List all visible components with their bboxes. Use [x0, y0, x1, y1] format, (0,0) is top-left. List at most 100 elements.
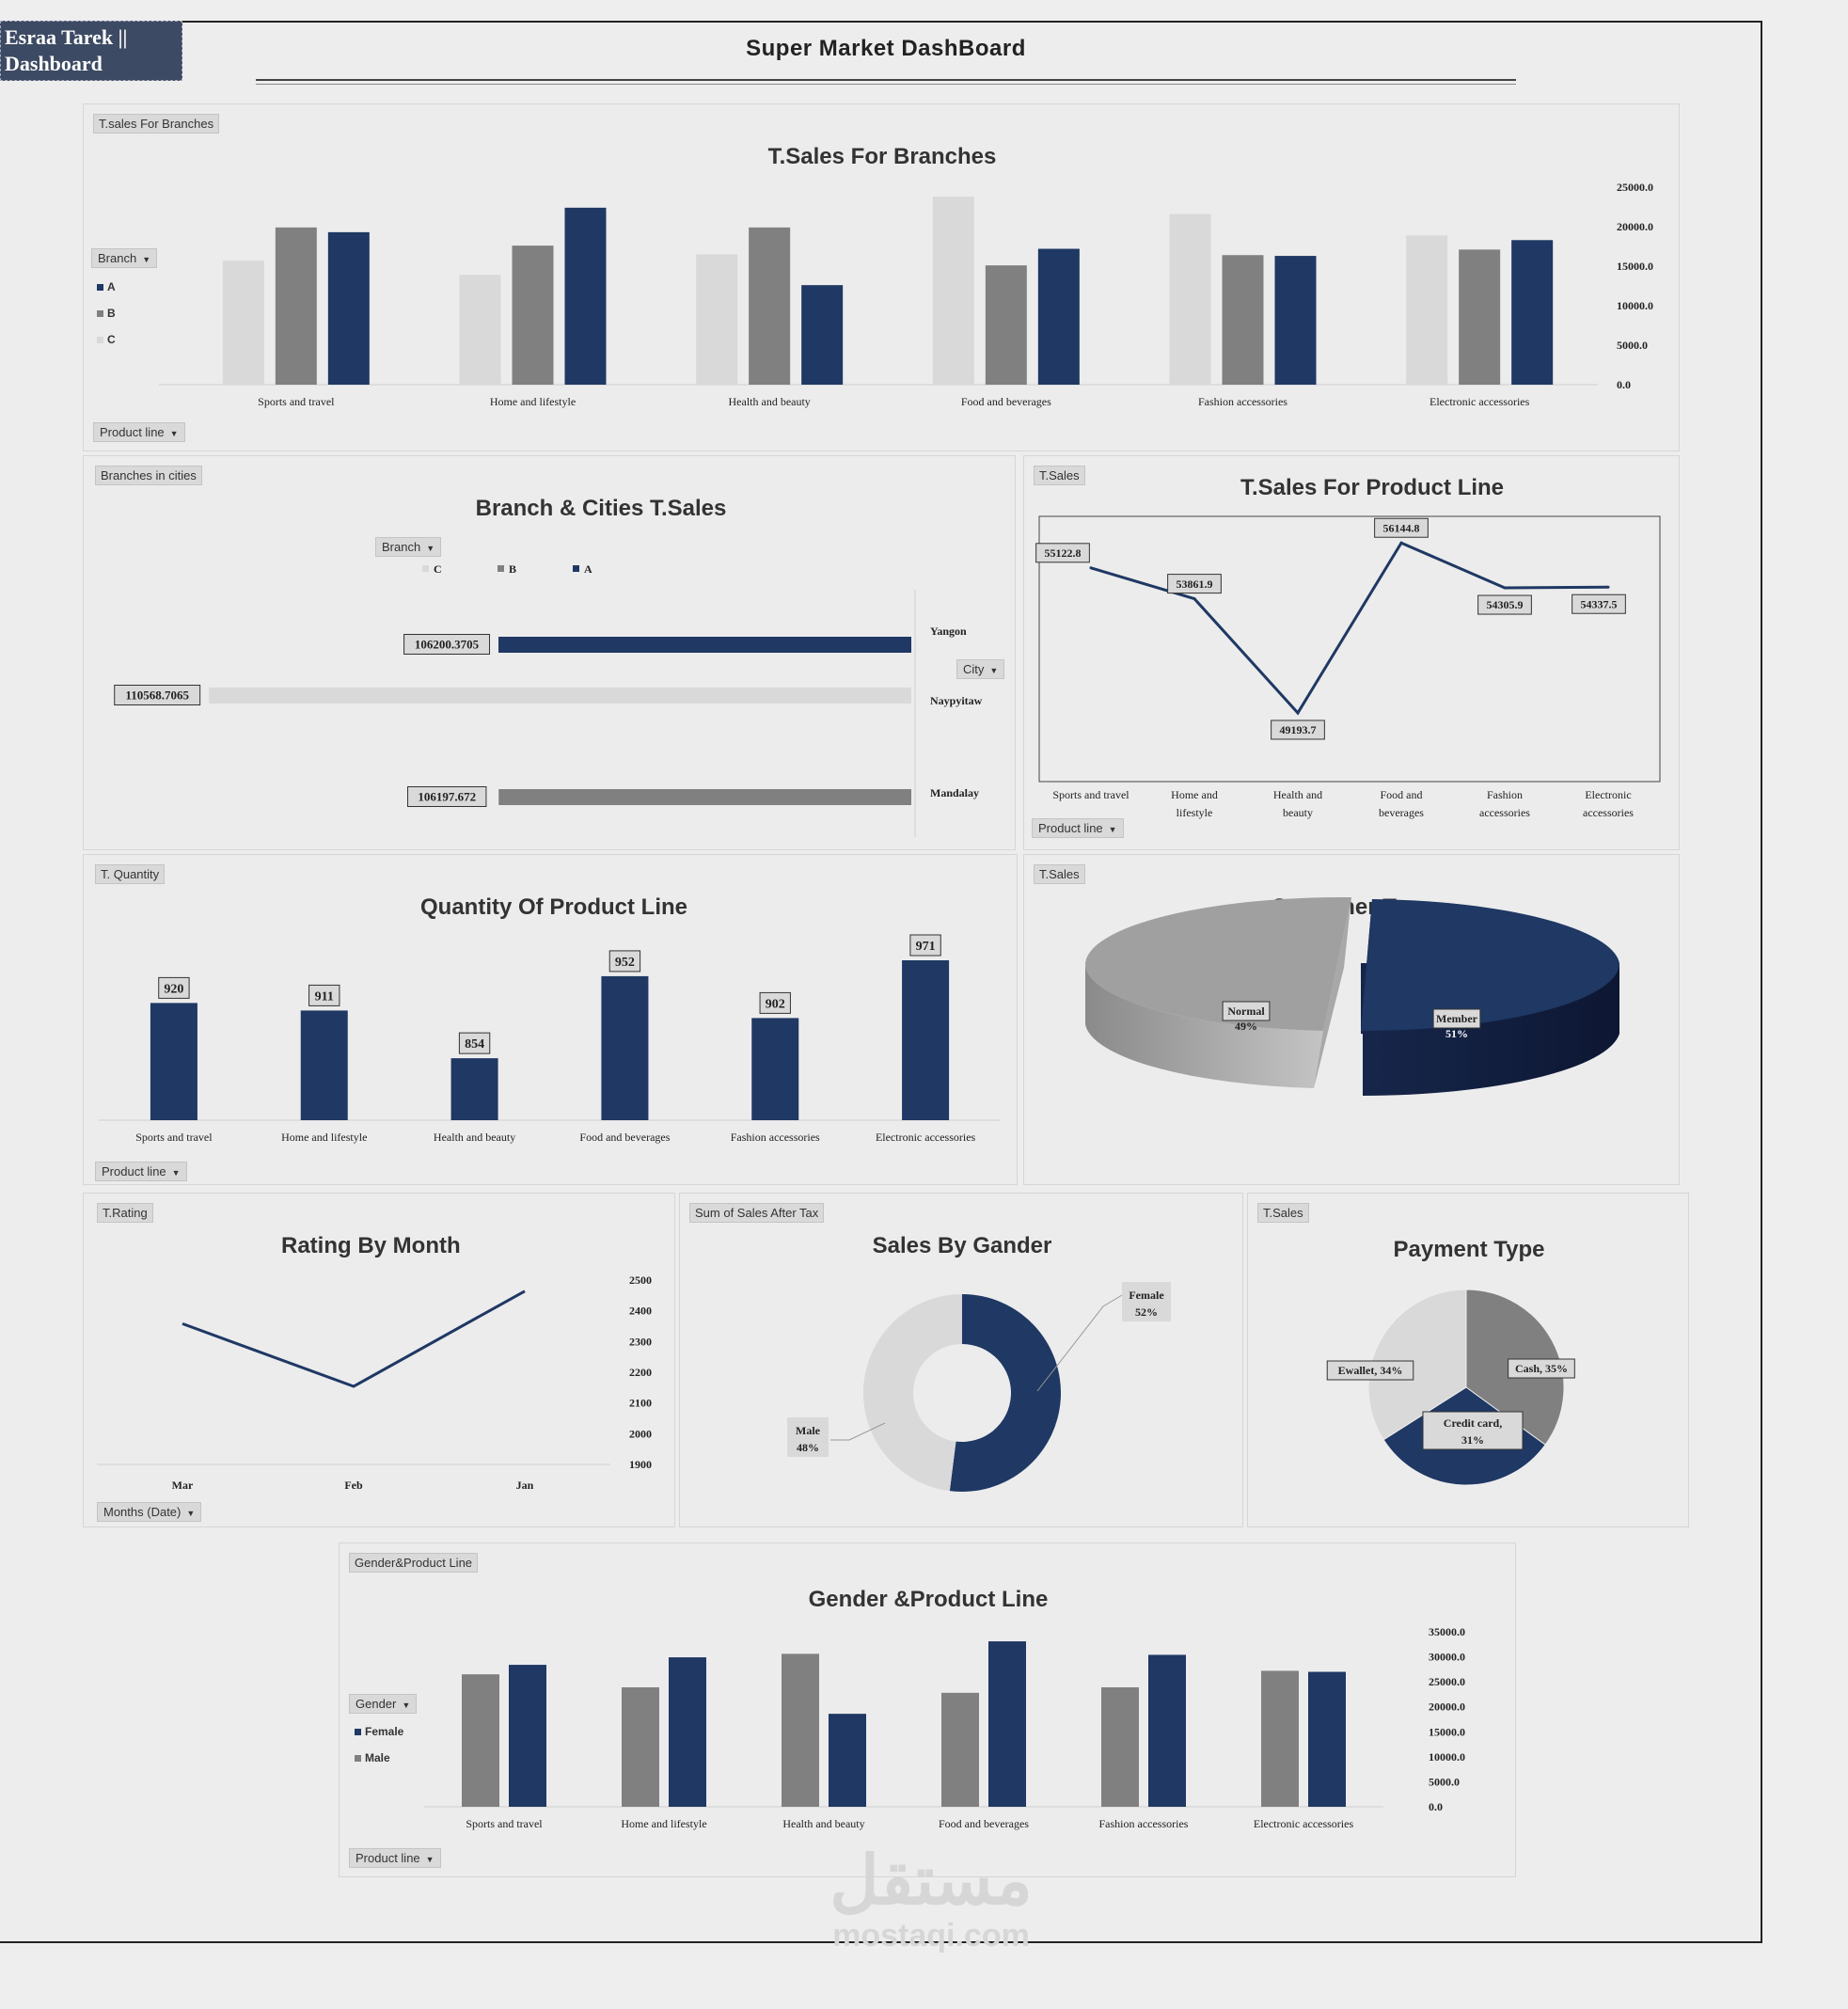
quantity-bar-chart: 920 Sports and travel 911 Home and lifestyl… — [99, 934, 1001, 1144]
legend-swatch — [573, 565, 579, 572]
data-label-box — [1326, 1360, 1414, 1381]
branches-bar-chart: 25000.0 20000.0 15000.0 10000.0 5000.0 0.0 Spo… — [159, 181, 1653, 408]
legend-label: B — [509, 562, 516, 576]
bar-a — [1037, 248, 1080, 385]
data-label-pct: 49% — [1235, 1020, 1257, 1033]
x-tick-label: Home and lifestyle — [490, 395, 576, 408]
x-tick-label: Home and lifestyle — [281, 1131, 367, 1144]
months-filter-dropdown[interactable]: Months (Date) ▼ — [97, 1502, 202, 1522]
y-tick-label: 2500 — [629, 1273, 652, 1287]
data-label-box — [1477, 594, 1532, 615]
y-tick-label: 2000 — [629, 1427, 652, 1440]
bar-male — [462, 1674, 499, 1807]
bar-b — [749, 227, 791, 385]
data-label: Female — [1129, 1289, 1164, 1302]
x-tick-label: Feb — [344, 1479, 363, 1492]
x-tick-label: Jan — [516, 1479, 534, 1492]
y-tick-label: 20000.0 — [1617, 220, 1653, 233]
y-tick-label: 35000.0 — [1429, 1625, 1465, 1638]
data-point — [1193, 597, 1196, 601]
x-tick-label: Electronic accessories — [876, 1131, 976, 1144]
series-line — [1090, 541, 1609, 716]
rating-line-chart: 2500 2400 2300 2200 2100 2000 1900 Mar Feb Jan — [97, 1273, 652, 1492]
data-label-box — [1432, 1008, 1481, 1029]
plot-area — [1038, 515, 1661, 783]
x-tick-label: Sports and travel — [258, 395, 335, 408]
y-tick-label: 0.0 — [1617, 378, 1631, 391]
bar-male — [941, 1692, 979, 1807]
product-line-filter-dropdown[interactable]: Product line ▼ — [95, 1162, 187, 1181]
data-label-pct: 48% — [797, 1441, 819, 1454]
x-tick-label: Sports and travel — [135, 1131, 213, 1144]
payment-pie-chart: Cash, 35% Credit card, 31% Ewallet, 34% — [1326, 1289, 1575, 1486]
product-line-filter-dropdown[interactable]: Product line ▼ — [349, 1848, 441, 1868]
data-label: Normal — [1227, 1004, 1265, 1018]
product-line-filter-dropdown[interactable]: Product line ▼ — [1032, 818, 1124, 838]
bar-male — [1261, 1670, 1299, 1807]
y-tick-label: Mandalay — [930, 786, 979, 799]
bar-male — [622, 1686, 659, 1807]
data-label-box — [608, 950, 641, 973]
data-label: 971 — [916, 940, 936, 954]
bar-b — [1459, 249, 1501, 385]
x-tick-label: Mar — [172, 1479, 194, 1492]
legend-label: C — [434, 562, 442, 576]
genderline-bar-chart: 35000.0 30000.0 25000.0 20000.0 15000.0 10000… — [424, 1625, 1465, 1830]
panel-title: T.Sales For Product Line — [1240, 475, 1505, 500]
x-tick-label: Electronic accessories — [1254, 1817, 1354, 1830]
x-tick-label: Fashion — [1487, 788, 1523, 801]
panel-tag: T. Quantity — [95, 864, 166, 884]
data-point — [1503, 586, 1507, 590]
member-slice-rim — [1363, 963, 1619, 1096]
y-tick-label: 0.0 — [1429, 1800, 1443, 1813]
author-banner: Esraa Tarek || Dashboard — [0, 21, 182, 81]
data-label-box — [759, 991, 791, 1014]
data-label: 56144.8 — [1383, 521, 1420, 534]
bar — [751, 1018, 799, 1120]
x-tick-label: lifestyle — [1177, 806, 1213, 819]
data-label: 911 — [315, 989, 334, 1004]
branch-filter-dropdown[interactable]: Branch ▼ — [375, 537, 442, 557]
x-tick-label: Health and — [1273, 788, 1322, 801]
data-point — [1296, 711, 1300, 715]
y-tick-label: 20000.0 — [1429, 1701, 1465, 1714]
genderline-panel: Gender&Product Line Gender &Product Line… — [339, 1542, 1516, 1877]
x-tick-label: Fashion accessories — [1099, 1817, 1189, 1830]
bar-female — [509, 1665, 546, 1807]
data-label-box — [1271, 720, 1325, 740]
x-tick-label: Fashion accessories — [1198, 395, 1287, 408]
legend-item-a: A — [97, 274, 116, 300]
data-point — [1606, 585, 1610, 589]
title-divider — [256, 79, 1516, 85]
gender-filter-dropdown[interactable]: Gender ▼ — [349, 1694, 418, 1714]
data-label: 110568.7065 — [125, 688, 189, 703]
panel-title: T.Sales For Branches — [767, 144, 997, 169]
productline-panel: T.Sales T.Sales For Product Line Product… — [1023, 455, 1680, 850]
gender-donut-chart: Female 52% Male 48% — [787, 1282, 1171, 1492]
panel-title: Branch & Cities T.Sales — [475, 496, 727, 521]
bar-a — [801, 285, 844, 385]
x-tick-label: Food and — [1381, 788, 1423, 801]
y-tick-label: 25000.0 — [1429, 1675, 1465, 1688]
panel-tag: Branches in cities — [95, 466, 202, 485]
legend-item-female: Female — [355, 1718, 403, 1745]
bar-female — [1148, 1654, 1186, 1807]
bar-female — [1308, 1671, 1346, 1807]
data-label-box — [1374, 517, 1429, 538]
branch-filter-dropdown[interactable]: Branch ▼ — [91, 248, 158, 268]
y-tick-label: 2100 — [629, 1397, 652, 1410]
y-tick-label: Yangon — [930, 625, 967, 638]
branch-legend: A B C — [97, 274, 116, 353]
slice-2 — [1367, 1289, 1467, 1441]
data-label: Credit card, — [1444, 1416, 1502, 1430]
product-line-filter-dropdown[interactable]: Product line ▼ — [93, 422, 185, 442]
city-filter-dropdown[interactable]: City ▼ — [956, 659, 1005, 679]
x-tick-label: Sports and travel — [466, 1817, 543, 1830]
data-label: 952 — [615, 956, 635, 970]
rating-panel: T.Rating Rating By Month Months (Date) ▼ … — [83, 1193, 675, 1527]
female-slice — [949, 1294, 1061, 1492]
data-label: 854 — [465, 1037, 484, 1052]
male-slice — [862, 1294, 962, 1492]
bar-a — [327, 231, 370, 385]
data-label: 920 — [164, 982, 183, 996]
